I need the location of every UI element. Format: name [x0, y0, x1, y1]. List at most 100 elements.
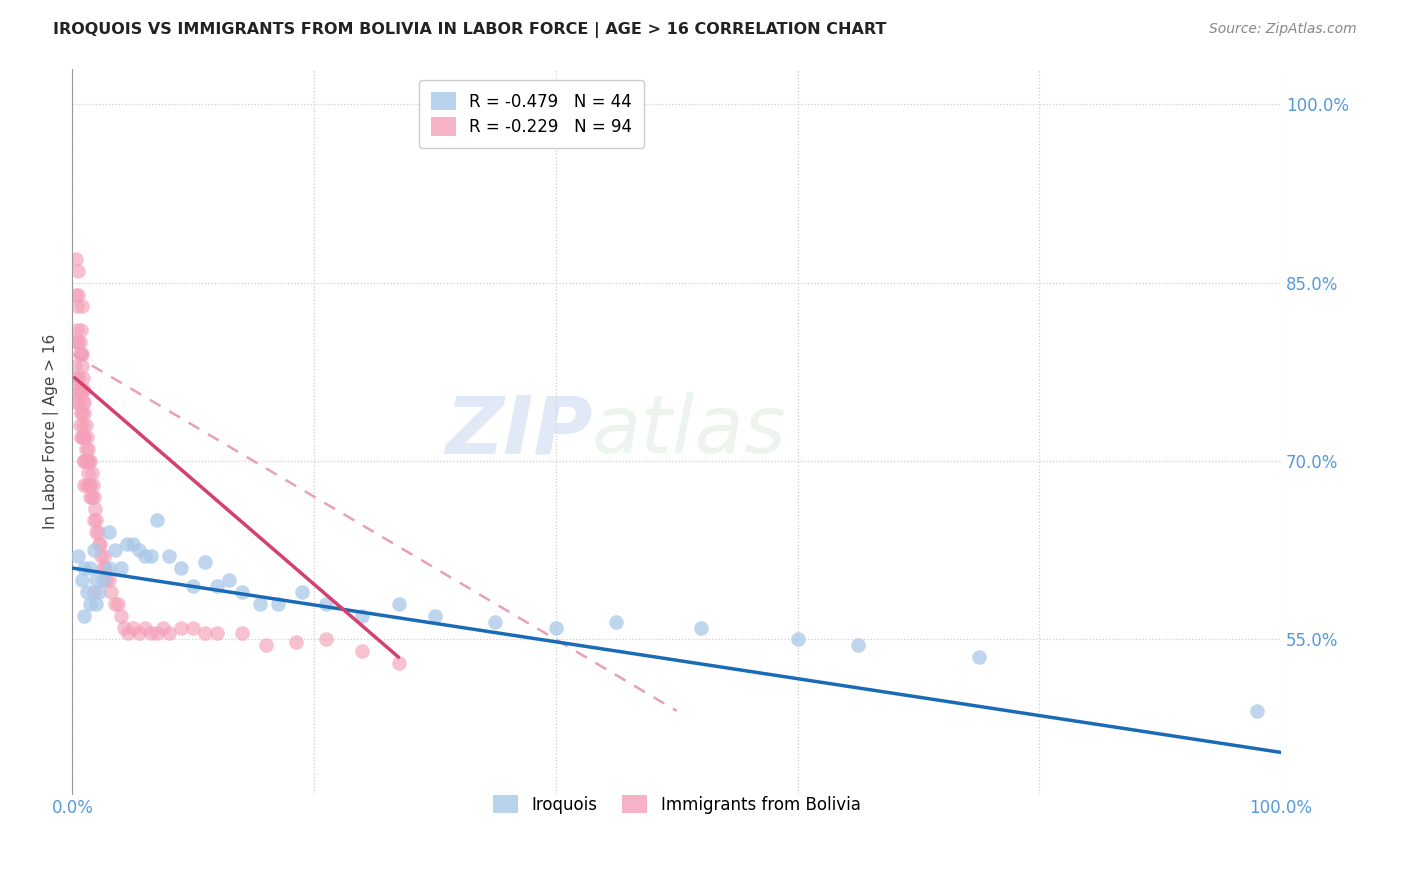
Point — [76, 430, 98, 444]
Point — [86, 525, 108, 540]
Point — [79, 454, 101, 468]
Point — [89, 537, 111, 551]
Point — [65, 252, 87, 266]
Point — [66, 323, 89, 337]
Point — [291, 585, 314, 599]
Point — [70, 359, 93, 373]
Point — [90, 549, 112, 564]
Point — [231, 585, 253, 599]
Point — [967, 650, 990, 665]
Point — [352, 608, 374, 623]
Point — [73, 608, 96, 623]
Point — [207, 626, 229, 640]
Point — [1246, 704, 1268, 718]
Point — [100, 585, 122, 599]
Point — [104, 597, 127, 611]
Point — [70, 299, 93, 313]
Point — [121, 537, 143, 551]
Point — [110, 608, 132, 623]
Point — [66, 370, 89, 384]
Point — [67, 549, 90, 564]
Point — [77, 466, 100, 480]
Point — [67, 394, 90, 409]
Point — [544, 621, 567, 635]
Point — [846, 639, 869, 653]
Point — [72, 370, 94, 384]
Point — [79, 477, 101, 491]
Point — [84, 501, 107, 516]
Point — [72, 394, 94, 409]
Point — [315, 632, 337, 647]
Point — [139, 626, 162, 640]
Point — [65, 334, 87, 349]
Point — [254, 639, 277, 653]
Point — [128, 626, 150, 640]
Point — [231, 626, 253, 640]
Point — [689, 621, 711, 635]
Point — [97, 573, 120, 587]
Point — [157, 549, 180, 564]
Point — [139, 549, 162, 564]
Point — [181, 579, 204, 593]
Point — [73, 394, 96, 409]
Point — [67, 334, 90, 349]
Point — [128, 543, 150, 558]
Point — [181, 621, 204, 635]
Point — [786, 632, 808, 647]
Point — [249, 597, 271, 611]
Point — [388, 597, 411, 611]
Point — [82, 477, 104, 491]
Point — [134, 621, 156, 635]
Point — [157, 626, 180, 640]
Point — [86, 513, 108, 527]
Point — [134, 549, 156, 564]
Text: atlas: atlas — [592, 392, 787, 470]
Point — [146, 626, 169, 640]
Point — [63, 394, 86, 409]
Point — [69, 334, 91, 349]
Point — [73, 454, 96, 468]
Point — [107, 597, 129, 611]
Point — [146, 513, 169, 527]
Point — [77, 477, 100, 491]
Point — [72, 418, 94, 433]
Point — [96, 573, 118, 587]
Point — [87, 585, 110, 599]
Point — [152, 621, 174, 635]
Point — [97, 561, 120, 575]
Point — [121, 621, 143, 635]
Point — [79, 561, 101, 575]
Point — [423, 608, 446, 623]
Point — [69, 383, 91, 397]
Point — [76, 585, 98, 599]
Point — [67, 370, 90, 384]
Point — [117, 626, 139, 640]
Point — [267, 597, 290, 611]
Point — [86, 573, 108, 587]
Point — [70, 347, 93, 361]
Point — [170, 561, 193, 575]
Point — [73, 430, 96, 444]
Point — [69, 406, 91, 420]
Point — [94, 561, 117, 575]
Point — [73, 383, 96, 397]
Legend: Iroquois, Immigrants from Bolivia: Iroquois, Immigrants from Bolivia — [481, 783, 872, 826]
Point — [86, 597, 108, 611]
Point — [69, 347, 91, 361]
Point — [80, 490, 103, 504]
Point — [87, 537, 110, 551]
Point — [73, 454, 96, 468]
Point — [93, 549, 115, 564]
Point — [194, 626, 217, 640]
Point — [76, 454, 98, 468]
Point — [83, 513, 105, 527]
Point — [315, 597, 337, 611]
Point — [73, 406, 96, 420]
Point — [207, 579, 229, 593]
Point — [170, 621, 193, 635]
Point — [110, 561, 132, 575]
Point — [77, 454, 100, 468]
Point — [388, 657, 411, 671]
Point — [83, 490, 105, 504]
Point — [284, 635, 307, 649]
